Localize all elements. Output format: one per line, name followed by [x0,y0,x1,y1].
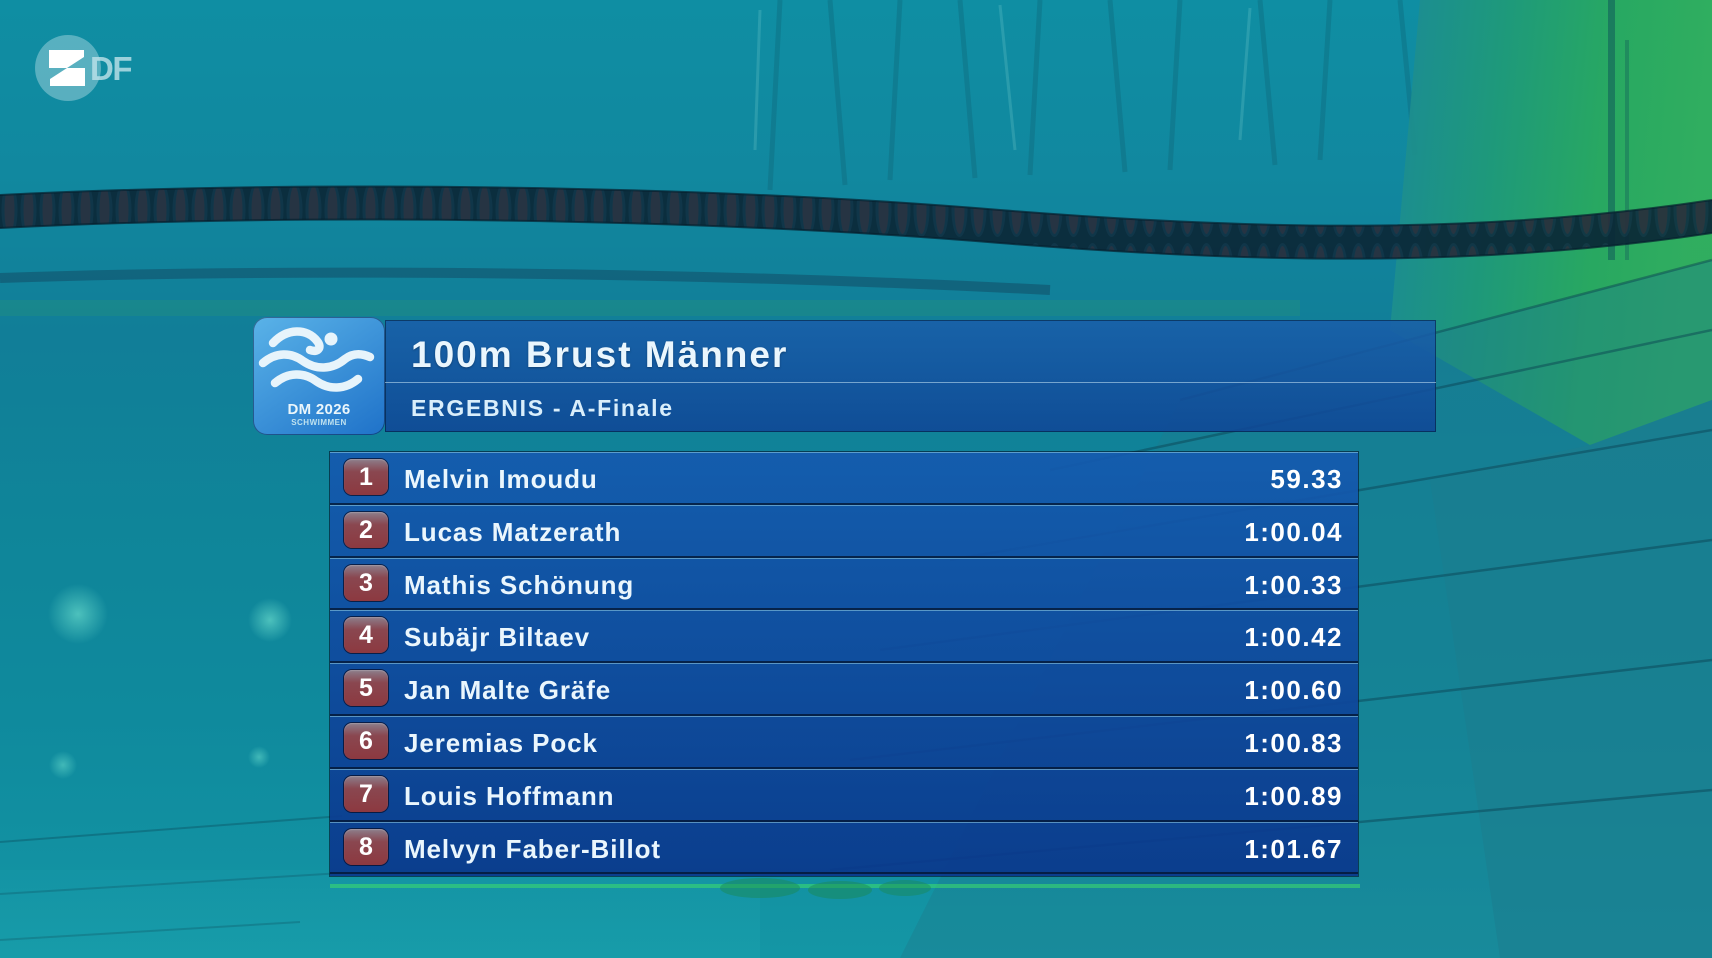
svg-text:DF: DF [90,50,131,87]
